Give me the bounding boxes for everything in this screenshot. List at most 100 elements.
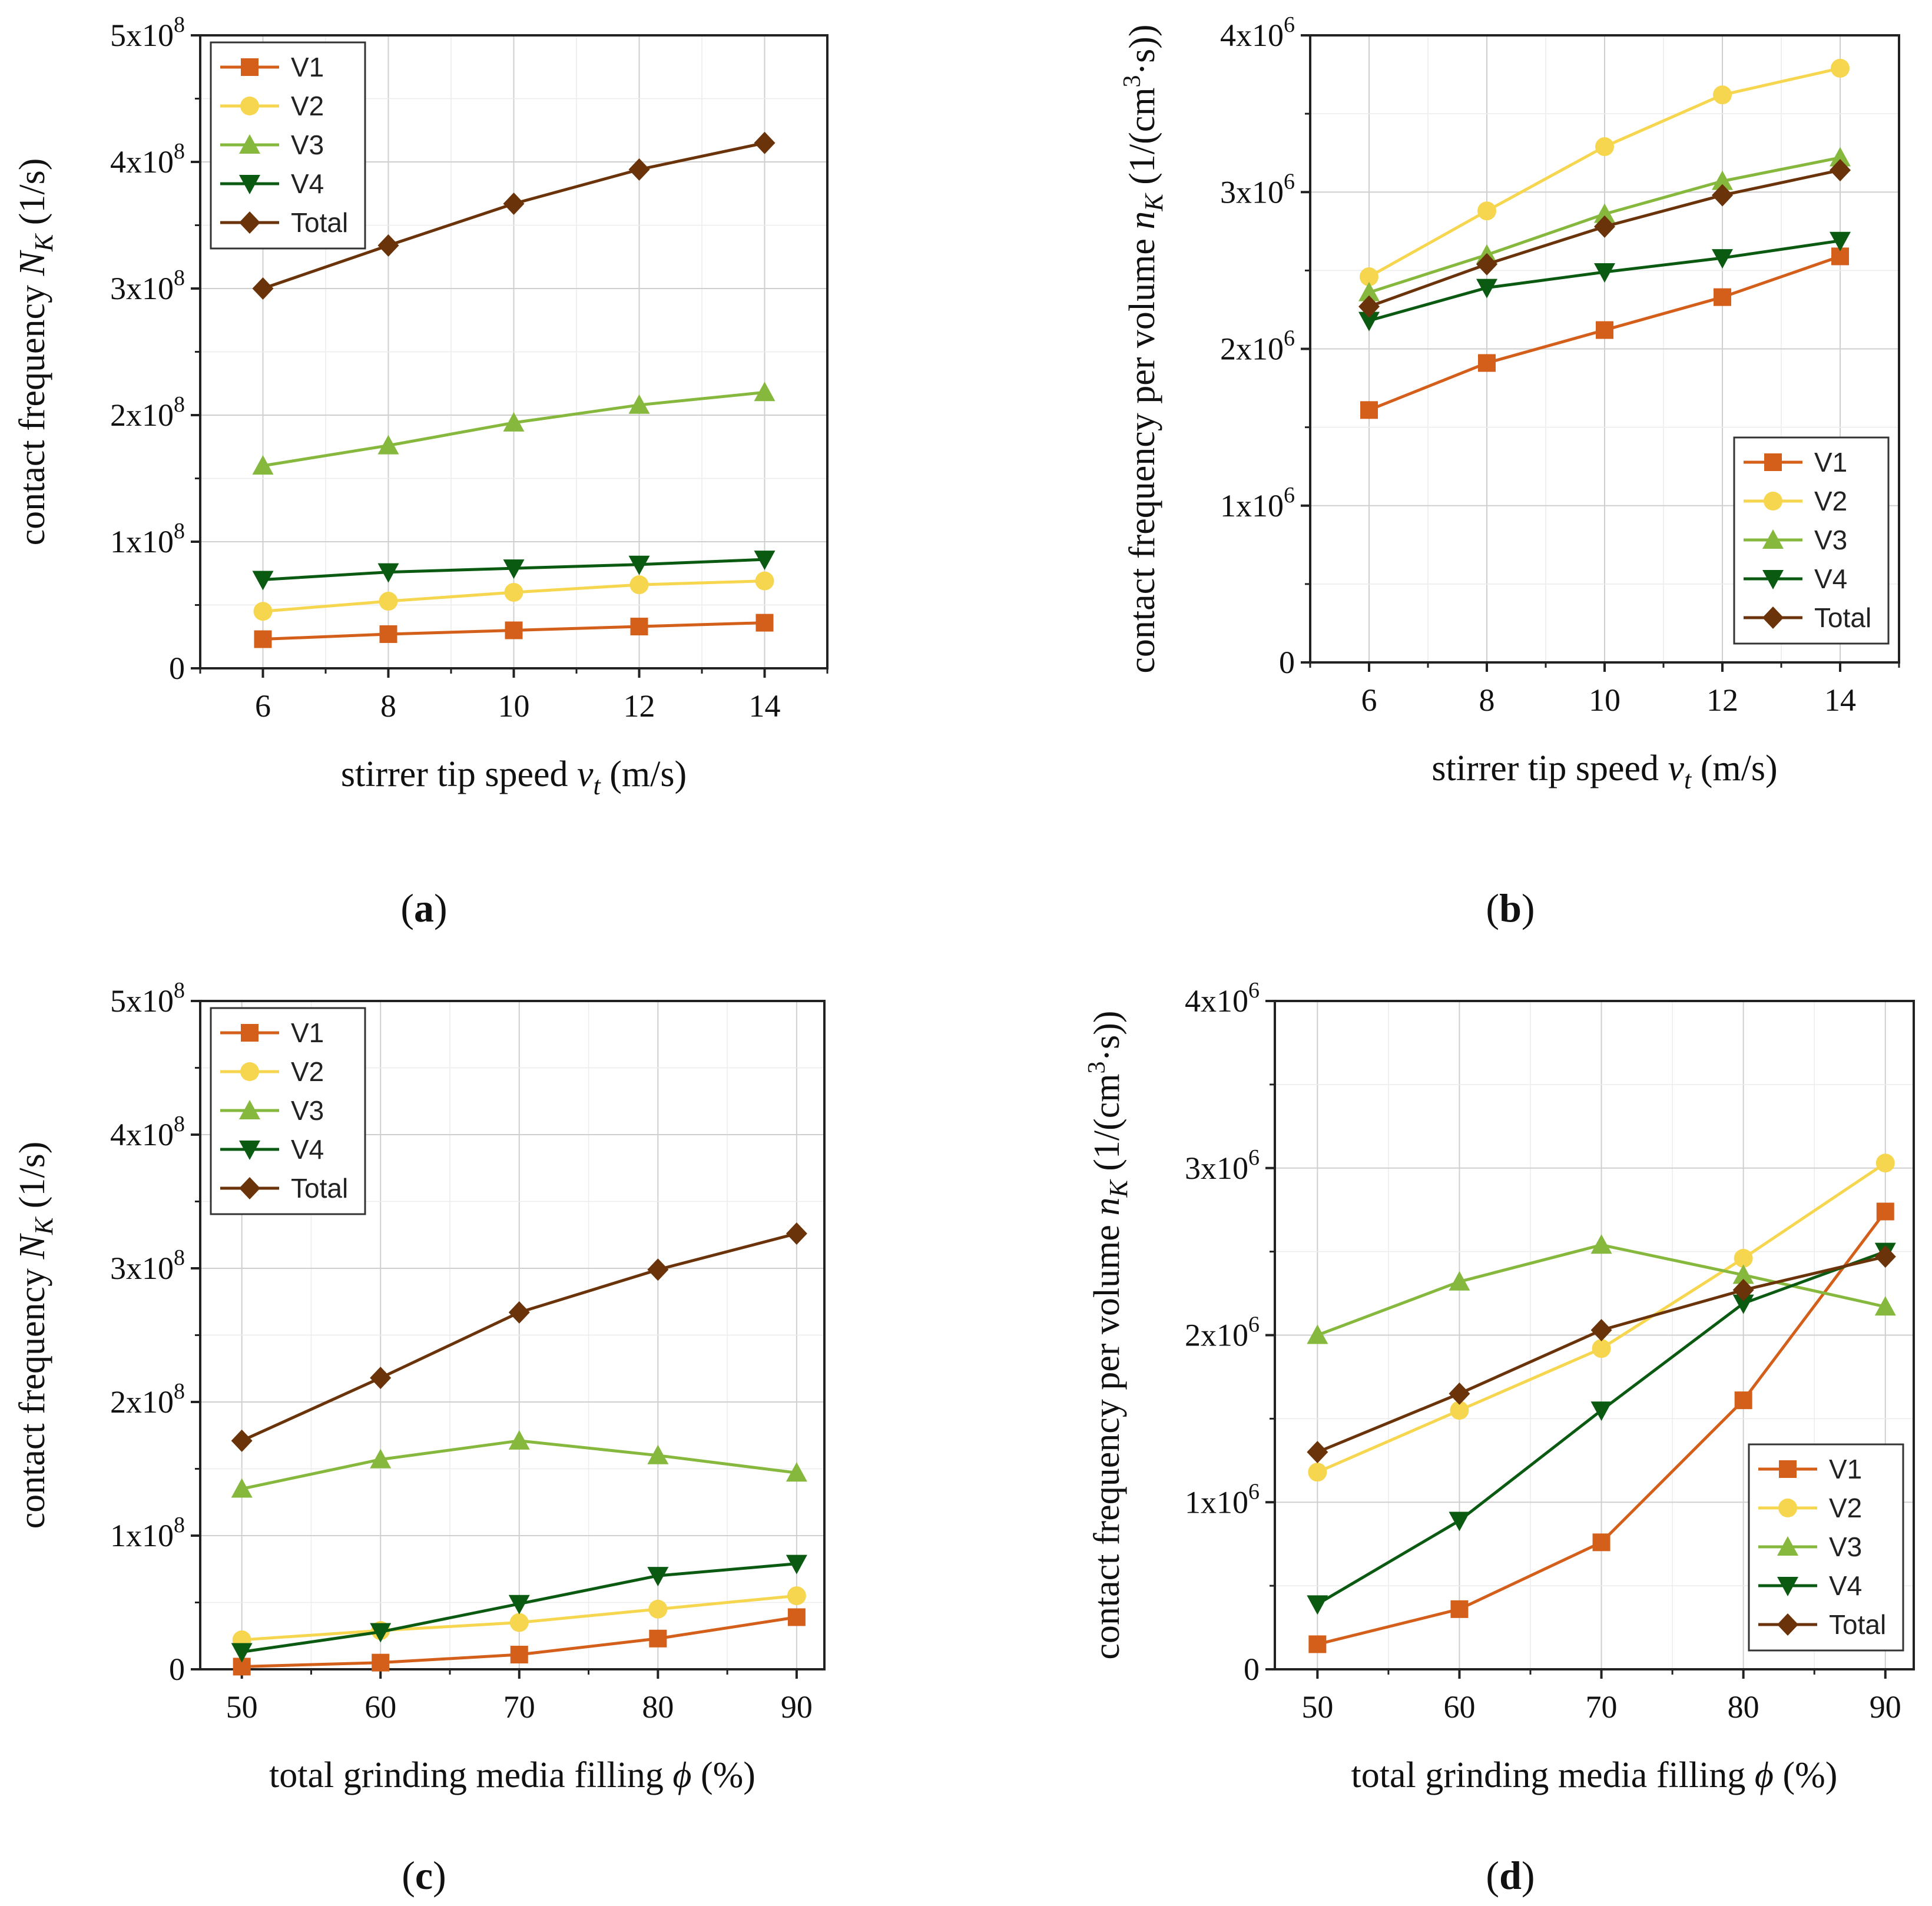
data-point: [1358, 295, 1380, 318]
legend-marker: [240, 1062, 259, 1081]
data-point: [503, 559, 525, 579]
x-axis-label-unit: (m/s): [1691, 748, 1777, 788]
data-point: [754, 551, 776, 571]
y-tick-mantissa: 1x10: [1220, 488, 1284, 523]
y-tick-mantissa: 3x10: [1220, 174, 1284, 210]
data-point: [1450, 1401, 1469, 1420]
y-tick-mantissa: 2x10: [110, 1384, 174, 1420]
data-point: [754, 131, 776, 154]
y-tick-exponent: 8: [174, 139, 185, 164]
legend-marker: [239, 1100, 260, 1119]
y-tick-label: 2x106: [1185, 1312, 1260, 1353]
data-point: [1358, 311, 1380, 332]
data-point: [1360, 401, 1378, 419]
data-point: [630, 618, 648, 636]
y-tick-mantissa: 0: [169, 651, 185, 686]
panel-label-paren: (: [1486, 1853, 1499, 1898]
panel-label: (b): [1486, 886, 1535, 930]
data-point: [231, 1429, 253, 1452]
x-axis-label-unit: (m/s): [601, 754, 687, 794]
data-point: [1308, 1463, 1327, 1482]
data-point: [1830, 147, 1851, 167]
series-v3: [231, 1430, 807, 1498]
series-v3: [252, 382, 776, 475]
data-point: [1830, 231, 1851, 251]
series-v1: [233, 1608, 806, 1676]
y-tick-exponent: 6: [1284, 12, 1295, 37]
y-tick-label: 4x106: [1220, 12, 1295, 53]
y-tick-label: 5x108: [110, 978, 185, 1019]
legend-label: V1: [1829, 1454, 1862, 1484]
x-tick-label: 12: [1706, 682, 1738, 718]
x-axis-label-variable: ϕ: [672, 1755, 691, 1795]
data-point: [649, 1629, 667, 1648]
data-point: [370, 1367, 392, 1390]
y-tick-mantissa: 3x10: [110, 1251, 174, 1286]
data-point: [1875, 1153, 1895, 1173]
x-axis-label-unit: (%): [1774, 1755, 1837, 1795]
y-tick-mantissa: 0: [169, 1652, 185, 1687]
legend-label: Total: [291, 207, 348, 238]
y-axis-label-unit: (1/(cm: [1087, 1073, 1127, 1180]
y-tick-label: 3x106: [1185, 1145, 1260, 1186]
data-point: [231, 1643, 253, 1663]
y-tick-label: 0: [169, 1652, 185, 1687]
x-tick-label: 70: [503, 1689, 535, 1725]
legend-marker: [239, 175, 260, 194]
legend-marker: [239, 134, 260, 154]
x-axis-label-unit: (%): [691, 1755, 755, 1795]
data-point: [1449, 1511, 1470, 1532]
y-axis-label-unit: (1/s): [12, 158, 52, 234]
y-tick-exponent: 8: [174, 519, 185, 543]
legend-label: V1: [291, 1017, 324, 1048]
legend-marker: [241, 58, 259, 76]
x-tick-label: 60: [1443, 1689, 1475, 1725]
data-point: [1732, 1294, 1754, 1314]
y-tick-label: 2x108: [110, 392, 185, 433]
data-point: [377, 435, 399, 455]
y-tick-exponent: 8: [174, 1112, 185, 1136]
y-axis-label: contact frequency per volume nK (1/(cm3·…: [1119, 24, 1168, 673]
data-point: [1476, 253, 1497, 276]
data-point: [1712, 170, 1733, 190]
data-point: [252, 455, 274, 475]
legend-marker: [1779, 1460, 1797, 1478]
legend-label: Total: [1829, 1609, 1886, 1640]
data-point: [1874, 1245, 1896, 1268]
y-axis-label: contact frequency NK (1/s): [12, 1142, 58, 1529]
data-point: [1734, 1248, 1753, 1268]
data-point: [1307, 1595, 1328, 1615]
legend-marker: [1762, 606, 1784, 629]
data-point: [647, 1567, 669, 1587]
data-point: [647, 1444, 669, 1464]
legend-label: V1: [291, 52, 324, 82]
legend-label: V2: [1814, 486, 1847, 516]
x-tick-label: 50: [1301, 1689, 1333, 1725]
y-axis-label-subscript: K: [29, 233, 58, 252]
data-point: [629, 575, 649, 595]
y-tick-label: 3x108: [110, 1245, 185, 1286]
x-tick-label: 70: [1586, 1689, 1618, 1725]
data-point: [254, 630, 272, 648]
data-point: [647, 1258, 669, 1281]
x-axis-label: stirrer tip speed vt (m/s): [1431, 748, 1777, 794]
legend: V1 V2 V3 V4 Total: [210, 41, 366, 250]
data-point: [787, 1586, 806, 1606]
legend-marker: [1777, 1577, 1798, 1596]
legend-label: V3: [1814, 525, 1847, 555]
data-point: [370, 1448, 392, 1469]
legend-marker: [1762, 570, 1784, 589]
y-tick-exponent: 8: [174, 1245, 185, 1270]
data-point: [648, 1599, 668, 1619]
x-tick-label: 8: [380, 688, 396, 724]
y-tick-exponent: 6: [1284, 326, 1295, 351]
y-axis-label-superscript: 3: [1083, 1061, 1111, 1073]
y-axis-label-subscript: K: [29, 1216, 58, 1235]
y-tick-exponent: 6: [1248, 1145, 1260, 1170]
data-point: [1595, 137, 1614, 157]
series-v4: [1358, 231, 1851, 332]
data-point: [1714, 288, 1731, 306]
x-axis-label-text: total grinding media filling: [1351, 1755, 1755, 1795]
data-point: [1590, 1401, 1612, 1421]
